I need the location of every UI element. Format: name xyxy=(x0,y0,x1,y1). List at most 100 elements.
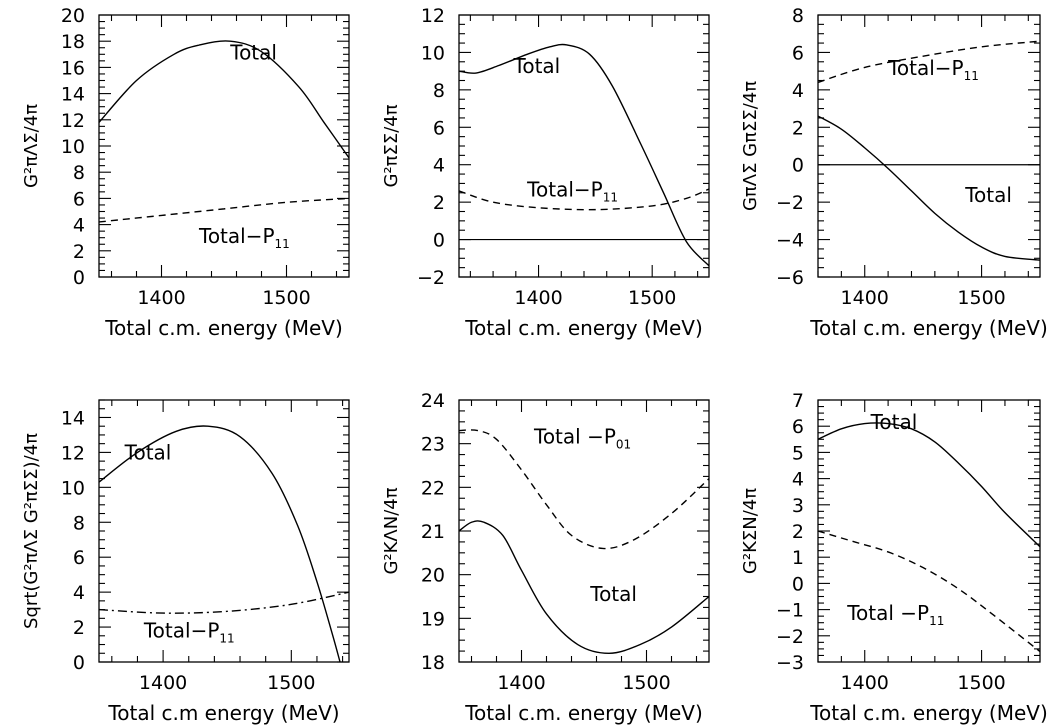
y-tick-label: 6 xyxy=(792,416,804,438)
y-tick-label: −4 xyxy=(776,230,804,252)
y-tick-label: 6 xyxy=(433,117,445,139)
y-tick-label: 5 xyxy=(792,442,804,464)
curve-annotation: Total−P11 xyxy=(198,224,290,251)
y-axis-label: G²πΛΣ/4π xyxy=(21,104,42,188)
series-line-solid xyxy=(818,115,1040,261)
curve-annotation: Total −P01 xyxy=(533,425,631,452)
y-tick-label: −2 xyxy=(417,267,445,289)
y-tick-label: 0 xyxy=(433,230,445,252)
chart-panel-4: 0 2 4 6 8 10 12 14 1400 1500 Total c.m energy (MeV… xyxy=(21,399,350,725)
y-tick-label: 1 xyxy=(792,547,804,569)
x-axis-label: Total c.m. energy (MeV) xyxy=(104,316,343,340)
series-line-solid xyxy=(99,425,341,662)
y-tick-label: −2 xyxy=(776,626,804,648)
series-line-solid xyxy=(459,520,709,654)
x-axis-label: Total c.m. energy (MeV) xyxy=(464,701,703,725)
y-axis-label: G²KΛN/4π xyxy=(381,487,402,574)
x-tick-label: 1400 xyxy=(497,672,545,694)
y-tick-label: 8 xyxy=(73,162,85,184)
x-tick-label: 1400 xyxy=(841,672,889,694)
y-tick-label: 7 xyxy=(792,390,804,412)
y-tick-label: 24 xyxy=(421,390,445,412)
y-tick-label: 14 xyxy=(61,407,85,429)
y-tick-label: 20 xyxy=(61,5,85,27)
series-line-dashdot xyxy=(99,591,349,614)
y-tick-label: 19 xyxy=(421,608,445,630)
y-tick-label: 4 xyxy=(792,80,804,102)
y-tick-label: 0 xyxy=(73,652,85,674)
series-line-solid xyxy=(818,422,1040,548)
x-tick-label: 1400 xyxy=(514,287,562,309)
curve-annotation: Total xyxy=(589,582,637,606)
y-tick-label: 3 xyxy=(792,495,804,517)
y-tick-label: 10 xyxy=(421,42,445,64)
y-axis-label: G²KΣN/4π xyxy=(740,488,761,574)
series-line-dashed xyxy=(459,188,709,211)
y-axis-label: GπΛΣ GπΣΣ/4π xyxy=(740,81,761,211)
y-tick-label: 12 xyxy=(61,110,85,132)
curve-annotation: Total xyxy=(964,183,1012,207)
x-tick-label: 1500 xyxy=(628,287,676,309)
x-axis-label: Total c.m. energy (MeV) xyxy=(464,316,703,340)
x-tick-label: 1500 xyxy=(267,672,315,694)
curve-annotation: Total xyxy=(124,440,172,464)
x-axis-label: Total c.m. energy (MeV) xyxy=(809,316,1047,340)
y-tick-label: 8 xyxy=(433,80,445,102)
chart-panel-2: −2 0 2 4 6 8 10 12 1400 1500 Total c.m. energy (Me… xyxy=(381,5,710,340)
y-tick-label: 22 xyxy=(421,477,445,499)
chart-panel-6: −3 −2 −1 0 1 2 3 4 5 6 7 1400 1500 Total c.m. energy … xyxy=(740,390,1047,725)
x-tick-label: 1500 xyxy=(957,287,1005,309)
x-tick-label: 1400 xyxy=(137,287,185,309)
y-tick-label: 23 xyxy=(421,434,445,456)
plot-frame xyxy=(98,399,350,663)
curve-annotation: Total−P11 xyxy=(887,56,979,83)
y-tick-label: 10 xyxy=(61,477,85,499)
y-tick-label: 12 xyxy=(421,5,445,27)
y-tick-label: −3 xyxy=(776,652,804,674)
y-tick-label: −2 xyxy=(776,192,804,214)
x-tick-label: 1400 xyxy=(841,287,889,309)
y-tick-label: 4 xyxy=(792,469,804,491)
curve-annotation: Total xyxy=(513,54,561,78)
plot-frame xyxy=(817,14,1041,278)
y-tick-label: 0 xyxy=(792,573,804,595)
y-tick-label: 6 xyxy=(73,188,85,210)
y-tick-label: 8 xyxy=(73,512,85,534)
y-tick-label: 2 xyxy=(73,617,85,639)
y-tick-label: 4 xyxy=(73,215,85,237)
y-tick-label: 2 xyxy=(73,241,85,263)
series-line-solid xyxy=(99,40,349,159)
y-tick-label: 2 xyxy=(792,117,804,139)
series-line-dashed xyxy=(818,530,1040,653)
y-tick-label: 12 xyxy=(61,442,85,464)
x-tick-label: 1500 xyxy=(262,287,310,309)
series-line-dashed xyxy=(99,197,349,223)
y-tick-label: 20 xyxy=(421,565,445,587)
curve-annotation: Total −P11 xyxy=(846,601,944,628)
y-tick-label: −6 xyxy=(776,267,804,289)
y-tick-label: 18 xyxy=(421,652,445,674)
series-line-dashed xyxy=(818,40,1040,84)
chart-panel-1: 0 2 4 6 8 10 12 14 16 18 20 1400 1500 Total c.m. ener… xyxy=(21,5,350,340)
y-tick-label: 4 xyxy=(73,582,85,604)
x-tick-label: 1400 xyxy=(139,672,187,694)
curve-annotation: Total xyxy=(870,410,918,434)
y-tick-label: 10 xyxy=(61,136,85,158)
y-tick-label: 0 xyxy=(792,155,804,177)
y-tick-label: −1 xyxy=(776,600,804,622)
chart-panel-3: −6 −4 −2 0 2 4 6 8 1400 1500 Total c.m. energy (Me… xyxy=(740,5,1047,340)
y-tick-label: 16 xyxy=(61,57,85,79)
y-tick-label: 14 xyxy=(61,84,85,106)
plot-frame xyxy=(458,14,710,278)
curve-annotation: Total−P11 xyxy=(526,178,618,205)
y-tick-label: 4 xyxy=(433,155,445,177)
y-tick-label: 6 xyxy=(73,547,85,569)
x-tick-label: 1500 xyxy=(622,672,670,694)
chart-panel-5: 18 19 20 21 22 23 24 1400 1500 Total c.m. energy … xyxy=(381,390,710,725)
x-axis-label: Total c.m energy (MeV) xyxy=(107,701,339,725)
series-line-dashed xyxy=(459,429,709,550)
y-tick-label: 18 xyxy=(61,31,85,53)
series-line-solid xyxy=(459,43,709,267)
x-tick-label: 1500 xyxy=(957,672,1005,694)
